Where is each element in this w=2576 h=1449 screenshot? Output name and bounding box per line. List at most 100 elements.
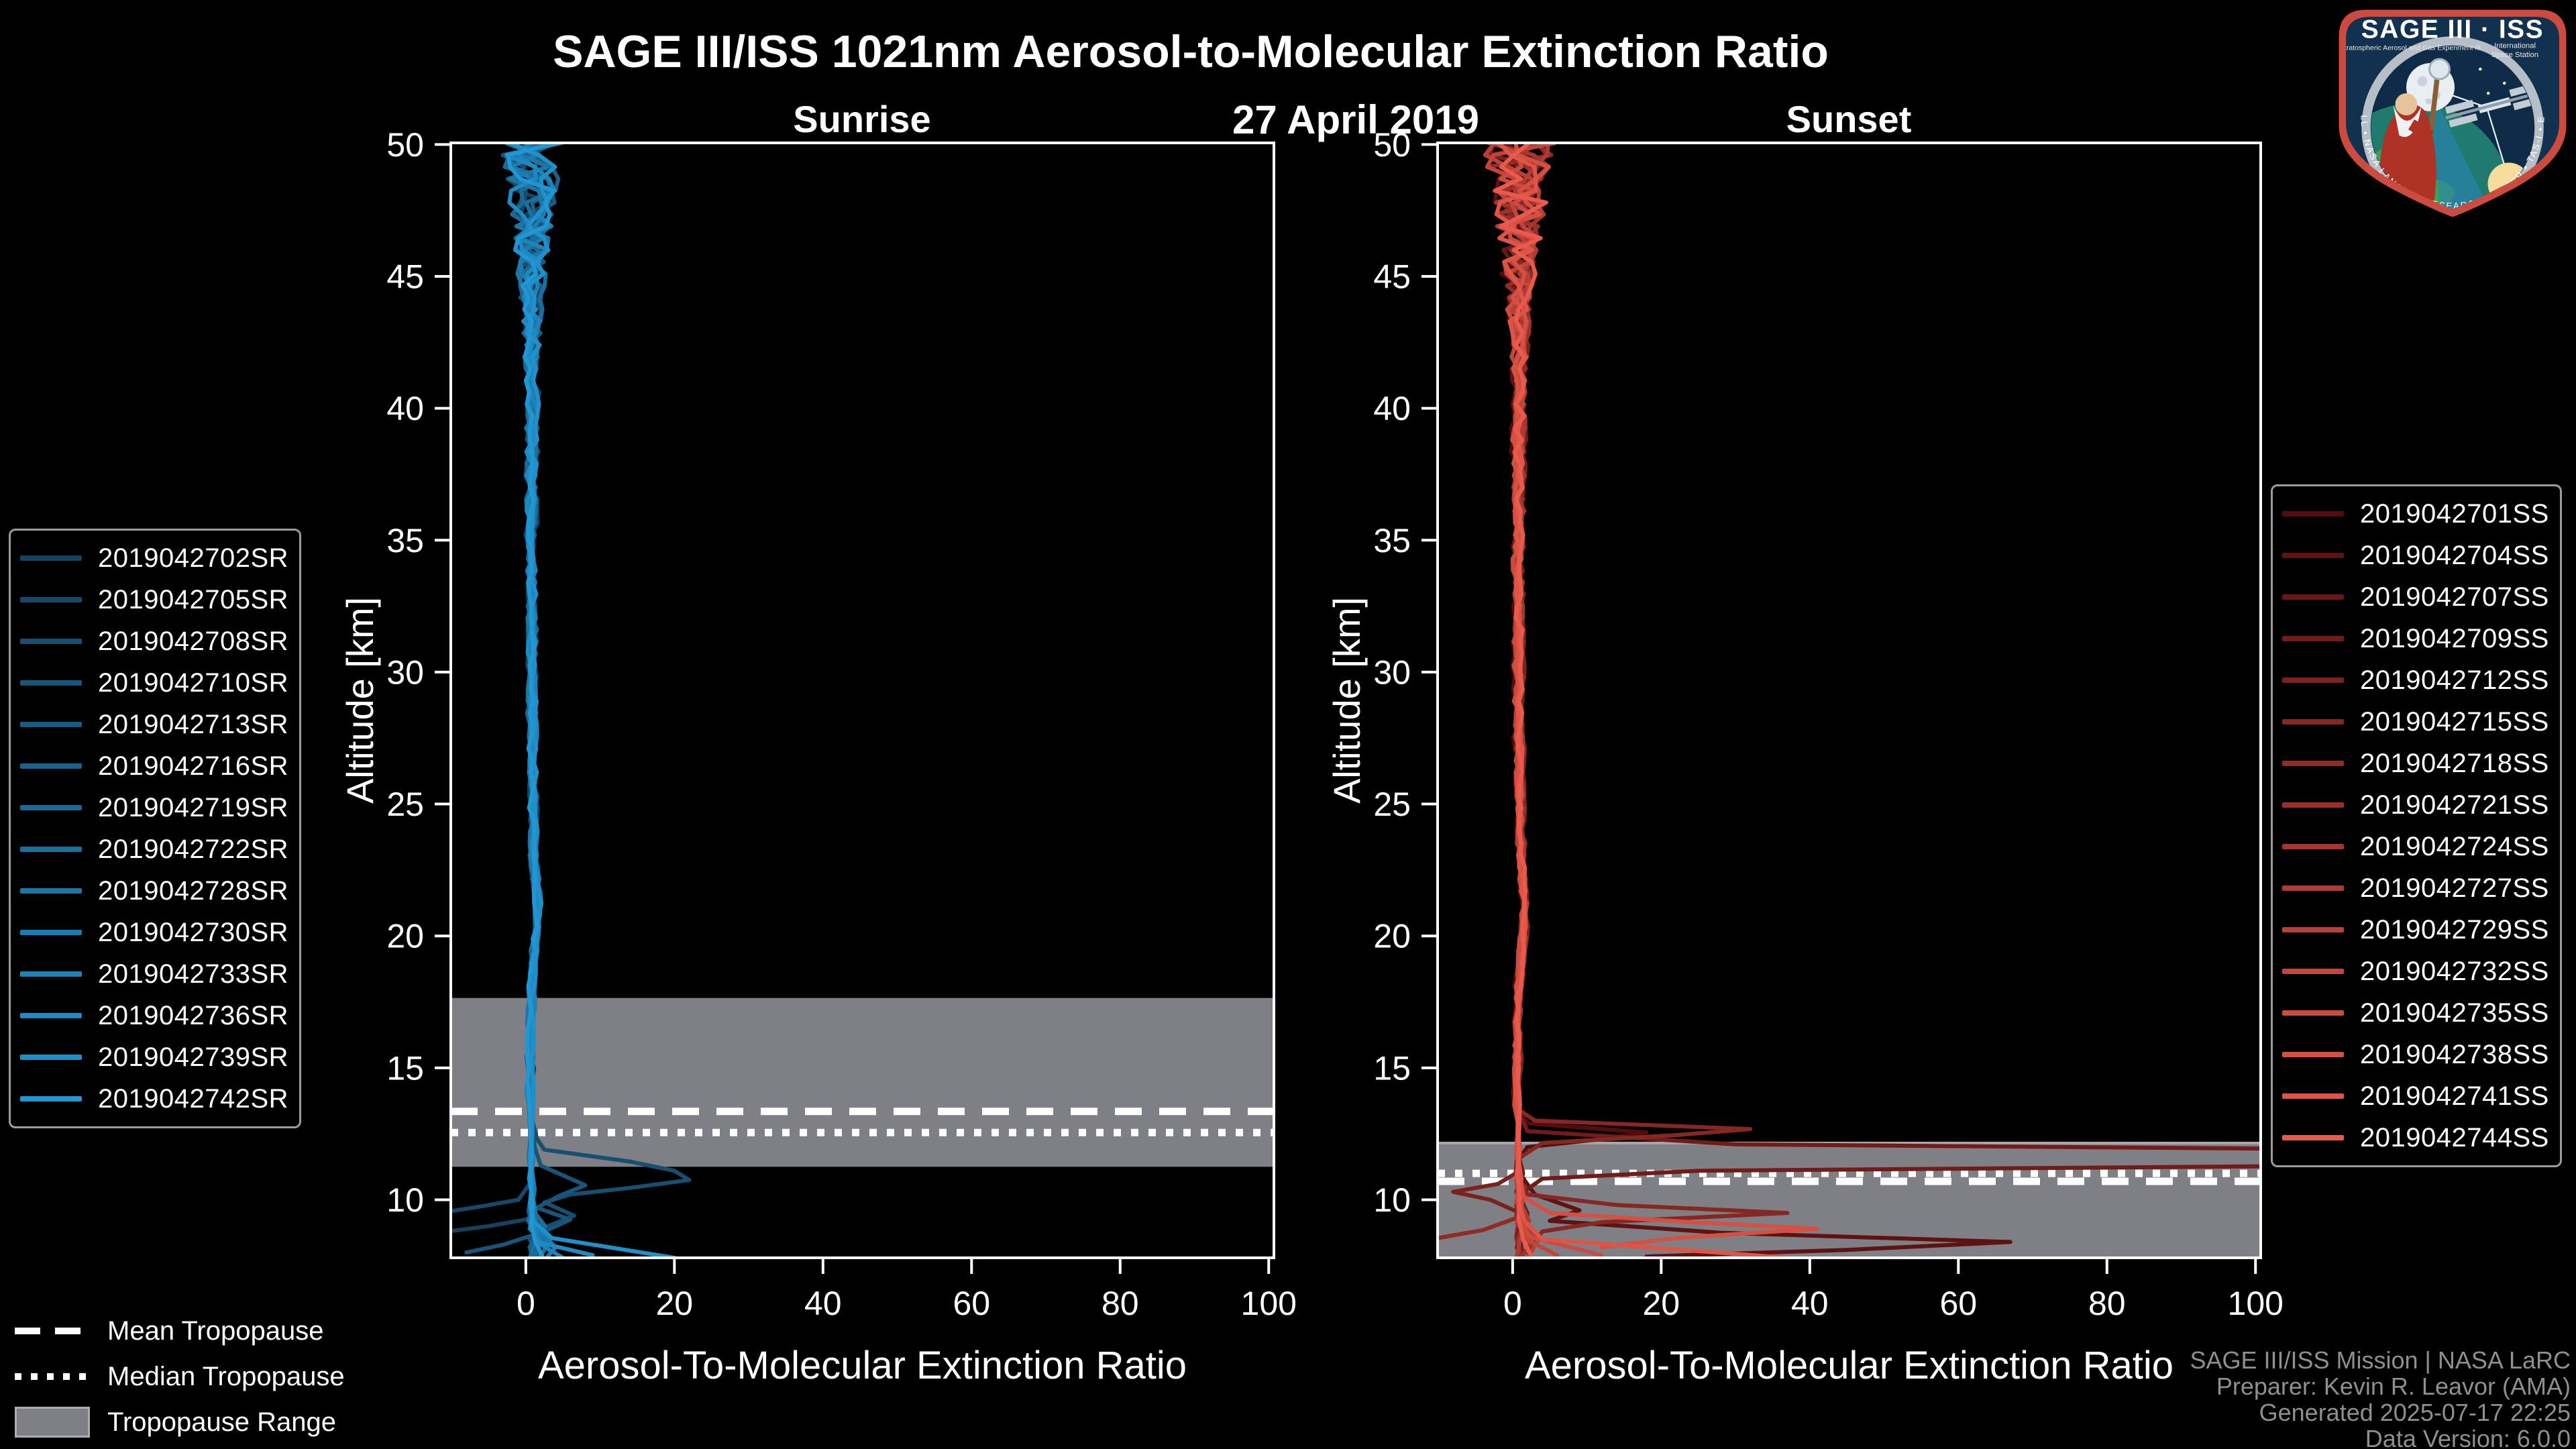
tropopause-range-band xyxy=(451,998,1274,1167)
line-swatch-icon xyxy=(2282,511,2344,517)
profile-2019042718SS xyxy=(1438,143,1554,1240)
profile-2019042742SR xyxy=(506,143,558,1258)
event-id-label: 2019042713SR xyxy=(98,709,289,739)
gray-band-swatch-icon xyxy=(15,1407,90,1438)
event-id-label: 2019042719SR xyxy=(98,792,289,822)
legend-item: 2019042744SS xyxy=(2282,1117,2549,1159)
x-tick-label: 100 xyxy=(1241,1285,1297,1322)
event-id-label: 2019042729SS xyxy=(2360,914,2549,945)
dotted-line-swatch-icon xyxy=(15,1373,90,1380)
y-tick-label: 35 xyxy=(1373,522,1411,559)
legend-item: 2019042712SS xyxy=(2282,659,2549,701)
event-id-label: 2019042728SR xyxy=(98,875,289,906)
legend-item: 2019042727SS xyxy=(2282,867,2549,909)
event-id-label: 2019042736SR xyxy=(98,1000,289,1030)
y-tick-label: 45 xyxy=(1373,258,1411,295)
legend-item-tropopause-range: Tropopause Range xyxy=(15,1399,345,1445)
line-swatch-icon xyxy=(20,639,82,644)
y-tick-label: 25 xyxy=(386,786,424,823)
line-swatch-icon xyxy=(20,555,82,561)
event-id-label: 2019042738SS xyxy=(2360,1039,2549,1069)
legend-item: 2019042735SS xyxy=(2282,992,2549,1034)
event-id-label: 2019042718SS xyxy=(2360,748,2549,778)
legend-item: 2019042728SR xyxy=(20,870,288,912)
x-tick-label: 60 xyxy=(953,1285,990,1322)
line-swatch-icon xyxy=(2282,1135,2344,1140)
panel-title-sunset: Sunset xyxy=(1786,98,1912,140)
legend-label: Median Tropopause xyxy=(107,1361,345,1391)
legend-item: 2019042718SS xyxy=(2282,743,2549,784)
legend-item: 2019042708SR xyxy=(20,621,288,662)
y-tick-label: 35 xyxy=(386,522,424,559)
event-id-label: 2019042727SS xyxy=(2360,873,2549,903)
y-tick-label: 40 xyxy=(386,390,424,427)
event-id-label: 2019042702SR xyxy=(98,543,289,573)
y-tick-label: 15 xyxy=(1373,1049,1411,1087)
panel-sunrise: 10 15 20 25 30 35 40 45 50 0 20 40 60 80 100 Altitude [… xyxy=(339,126,1297,1387)
x-tick-label: 60 xyxy=(1939,1285,1977,1322)
legend-item: 2019042730SR xyxy=(20,912,288,953)
credit-generated: Generated 2025-07-17 22:25 xyxy=(2259,1399,2571,1426)
iss-icon xyxy=(2445,83,2534,128)
legend-item: 2019042709SS xyxy=(2282,618,2549,659)
patch-subtitle-right-2: Space Station xyxy=(2491,51,2538,59)
line-swatch-icon xyxy=(2282,1093,2344,1099)
event-id-label: 2019042709SS xyxy=(2360,623,2549,653)
legend-item: 2019042710SR xyxy=(20,662,288,704)
panel-sunset: 10 15 20 25 30 35 40 45 50 0 20 40 60 80 100 Altitude [… xyxy=(1326,126,2284,1387)
legend-sunrise-events: 2019042702SR 2019042705SR 2019042708SR 2019… xyxy=(9,529,302,1128)
line-swatch-icon xyxy=(20,1055,82,1060)
line-swatch-icon xyxy=(2282,969,2344,974)
y-axis-label: Altitude [km] xyxy=(339,597,381,804)
line-swatch-icon xyxy=(20,805,82,810)
y-tick-label: 20 xyxy=(386,918,424,955)
y-tick-label: 10 xyxy=(1373,1181,1411,1219)
event-id-label: 2019042716SR xyxy=(98,751,289,781)
legend-sunset-events: 2019042701SS 2019042704SS 2019042707SS 2019… xyxy=(2271,484,2562,1167)
y-tick-label: 40 xyxy=(1373,390,1411,427)
profile-2019042704SS xyxy=(1493,143,2012,1258)
line-swatch-icon xyxy=(20,930,82,935)
legend-item: 2019042702SR xyxy=(20,537,288,579)
y-tick-label: 30 xyxy=(1373,653,1411,691)
event-id-label: 2019042742SR xyxy=(98,1083,289,1114)
x-tick-label: 100 xyxy=(2228,1285,2284,1322)
x-tick-label: 40 xyxy=(1791,1285,1829,1322)
x-tick-label: 20 xyxy=(1643,1285,1680,1322)
occultation-beam xyxy=(2428,85,2487,209)
line-swatch-icon xyxy=(2282,594,2344,600)
line-swatch-icon xyxy=(20,680,82,686)
line-swatch-icon xyxy=(2282,885,2344,891)
tropopause-legend: Mean Tropopause Median Tropopause Tropop… xyxy=(15,1308,345,1445)
line-swatch-icon xyxy=(2282,844,2344,849)
legend-label: Mean Tropopause xyxy=(107,1316,324,1346)
event-id-label: 2019042733SR xyxy=(98,959,289,989)
x-tick-label: 80 xyxy=(1102,1285,1139,1322)
line-swatch-icon xyxy=(20,888,82,894)
y-tick-label: 15 xyxy=(386,1049,424,1087)
line-swatch-icon xyxy=(20,763,82,769)
event-id-label: 2019042712SS xyxy=(2360,665,2549,695)
line-swatch-icon xyxy=(2282,802,2344,808)
event-id-label: 2019042730SR xyxy=(98,917,289,947)
legend-item: 2019042719SR xyxy=(20,787,288,828)
profile-2019042735SS xyxy=(1494,143,1604,1258)
y-tick-label: 20 xyxy=(1373,918,1411,955)
event-id-label: 2019042732SS xyxy=(2360,956,2549,986)
event-id-label: 2019042708SR xyxy=(98,626,289,656)
line-swatch-icon xyxy=(2282,678,2344,683)
legend-item-median-tropopause: Median Tropopause xyxy=(15,1354,345,1399)
line-swatch-icon xyxy=(2282,1010,2344,1016)
x-axis-label: Aerosol-To-Molecular Extinction Ratio xyxy=(1525,1344,2174,1387)
y-tick-label: 45 xyxy=(386,258,424,295)
event-id-label: 2019042710SR xyxy=(98,667,289,698)
event-id-label: 2019042705SR xyxy=(98,584,289,614)
legend-item: 2019042738SS xyxy=(2282,1034,2549,1075)
mission-patch-icon: SAGE III · ISS Stratospheric Aerosol and… xyxy=(2339,9,2567,217)
credit-preparer: Preparer: Kevin R. Leavor (AMA) xyxy=(2216,1373,2571,1400)
profile-2019042738SS xyxy=(1498,143,1819,1250)
y-tick-label: 25 xyxy=(1373,786,1411,823)
profile-2019042709SS xyxy=(1499,143,2261,1258)
legend-item: 2019042739SR xyxy=(20,1036,288,1078)
